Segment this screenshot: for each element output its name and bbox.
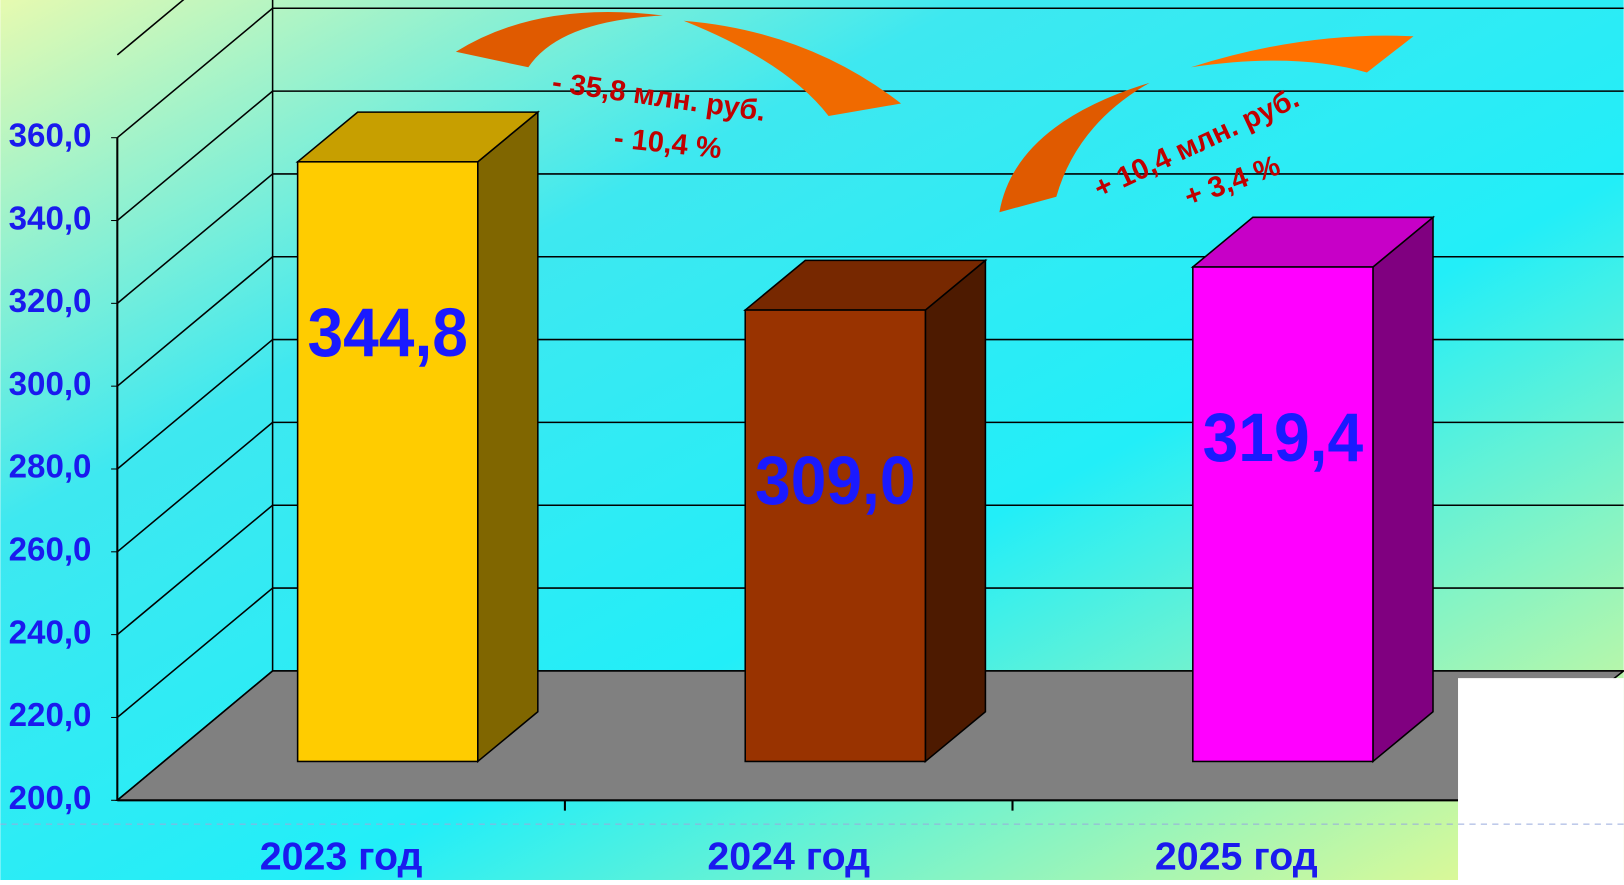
value-label: 309,0 [755,443,915,519]
bar-side [1372,215,1434,764]
grid-line [116,670,274,801]
y-tick-label: 220,0 [9,697,92,734]
y-tick-label: 360,0 [9,117,92,154]
bar [1192,266,1374,763]
x-tick-label: 2023 год [260,835,423,879]
y-tick-label: 260,0 [9,532,92,569]
bar [296,161,479,763]
grid-line [116,504,274,636]
arrow [1190,35,1414,73]
x-tick-label: 2024 год [707,835,870,879]
y-tick-label: 200,0 [9,780,92,817]
grid-line [116,421,274,553]
back-wall-edge [116,0,185,56]
bar [744,309,927,763]
illustration [1458,678,1624,880]
arrow [683,20,902,116]
plot-area: 200,0 220,0 240,0 260,0 280,0 300,0 320,0 340,0… [9,0,1624,879]
grid-line [116,173,274,304]
grid-line [116,338,274,470]
grid-line [116,7,274,139]
grid-line [116,256,274,387]
grid-line [116,90,274,222]
y-tick-label: 340,0 [9,200,92,237]
bar-side [476,110,539,764]
y-tick-label: 280,0 [9,449,92,486]
arrow [999,82,1150,213]
y-tick-label: 300,0 [9,366,92,403]
x-tick-label: 2025 год [1155,835,1318,879]
arrow [455,11,663,68]
y-tick-label: 320,0 [9,283,92,320]
grid-line [116,587,274,719]
bar-side [924,258,987,764]
value-label: 344,8 [307,295,467,371]
value-label: 319,4 [1203,400,1363,476]
y-tick-label: 240,0 [9,614,92,651]
